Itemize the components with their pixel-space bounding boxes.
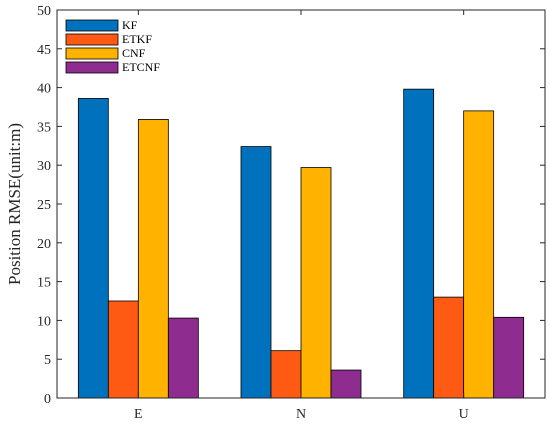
legend-label-cnf: CNF xyxy=(122,46,146,60)
legend-swatch-etkf xyxy=(65,33,119,46)
bar-etkf-e xyxy=(107,300,139,399)
bar-kf-u xyxy=(403,88,435,399)
bar-etcnf-u xyxy=(493,316,525,399)
y-tick-label: 30 xyxy=(37,159,51,174)
bar-cnf-n xyxy=(300,167,332,399)
bar-etcnf-n xyxy=(330,369,362,399)
y-tick-label: 50 xyxy=(37,4,51,19)
y-axis-label: Position RMSE(unit:m) xyxy=(5,123,24,285)
y-tick-label: 10 xyxy=(37,314,51,329)
legend-swatch-cnf xyxy=(65,47,119,60)
y-axis-ticks: 0 5 10 15 20 25 30 35 40 45 50 xyxy=(37,4,545,407)
x-tick-label: U xyxy=(459,407,469,422)
y-tick-label: 0 xyxy=(44,392,51,407)
y-tick-label: 45 xyxy=(37,43,51,58)
y-tick-label: 35 xyxy=(37,120,51,135)
bar-kf-e xyxy=(77,98,109,399)
y-tick-label: 40 xyxy=(37,82,51,97)
bar-cnf-u xyxy=(463,110,495,399)
y-tick-label: 5 xyxy=(44,353,51,368)
legend-label-etcnf: ETCNF xyxy=(122,60,160,74)
x-tick-label: E xyxy=(134,407,143,422)
legend-label-kf: KF xyxy=(122,18,138,32)
legend-swatch-etcnf xyxy=(65,61,119,74)
y-tick-label: 25 xyxy=(37,198,51,213)
bar-kf-n xyxy=(240,146,272,399)
plot-frame xyxy=(56,9,546,399)
x-tick-label: N xyxy=(296,407,306,422)
bar-cnf-e xyxy=(137,119,169,399)
bars-group xyxy=(77,88,525,399)
legend-swatch-kf xyxy=(65,19,119,32)
bar-etkf-u xyxy=(433,296,465,399)
bar-etkf-n xyxy=(270,350,302,399)
y-tick-label: 15 xyxy=(37,276,51,291)
y-tick-label: 20 xyxy=(37,237,51,252)
legend-label-etkf: ETKF xyxy=(122,32,152,46)
bar-etcnf-e xyxy=(167,317,199,399)
